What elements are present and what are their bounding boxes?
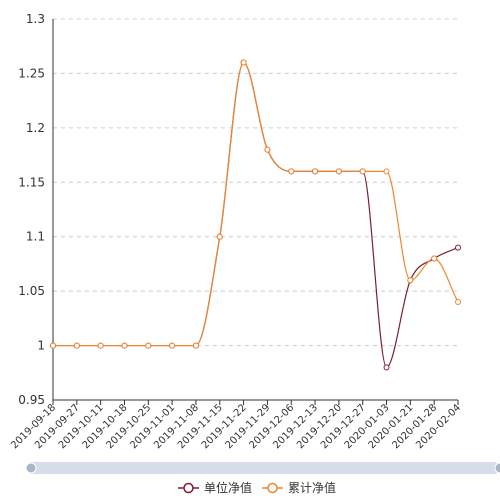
data-point-cumulative-nav[interactable]: [121, 342, 128, 349]
legend-item-unit-nav[interactable]: 单位净值: [178, 480, 252, 495]
data-zoom-slider[interactable]: [25, 462, 500, 474]
y-tick-label: 1.25: [18, 66, 45, 80]
data-point-cumulative-nav[interactable]: [240, 59, 247, 66]
data-point-cumulative-nav[interactable]: [264, 146, 271, 153]
data-point-cumulative-nav[interactable]: [192, 342, 199, 349]
axes: [52, 19, 459, 405]
data-point-cumulative-nav[interactable]: [288, 168, 295, 175]
series-lines: [53, 61, 459, 368]
legend-marker-unit-nav: [183, 482, 194, 494]
y-tick-label: 1.2: [26, 121, 45, 135]
y-tick-label: 1.15: [18, 175, 45, 189]
data-point-unit-nav[interactable]: [383, 364, 390, 371]
y-tick-labels: 0.95 1 1.05 1.1 1.15 1.2 1.25 1.3: [18, 12, 45, 407]
data-points: [50, 59, 461, 371]
data-point-cumulative-nav[interactable]: [359, 168, 366, 175]
y-tick-label: 1.3: [26, 12, 45, 26]
data-point-cumulative-nav[interactable]: [216, 233, 223, 240]
y-tick-label: 1.1: [26, 230, 45, 244]
data-point-cumulative-nav[interactable]: [383, 168, 390, 175]
data-zoom-track[interactable]: [26, 462, 500, 474]
data-point-cumulative-nav[interactable]: [169, 342, 176, 349]
data-point-cumulative-nav[interactable]: [312, 168, 319, 175]
legend-item-cumulative-nav[interactable]: 累计净值: [262, 480, 336, 495]
grid-lines: [53, 18, 458, 347]
data-point-cumulative-nav[interactable]: [145, 342, 152, 349]
data-zoom-right-handle[interactable]: [494, 462, 500, 474]
data-point-cumulative-nav[interactable]: [431, 255, 438, 262]
data-point-cumulative-nav[interactable]: [455, 299, 461, 306]
data-point-cumulative-nav[interactable]: [73, 342, 80, 349]
data-point-cumulative-nav[interactable]: [407, 277, 414, 284]
data-point-cumulative-nav[interactable]: [97, 342, 104, 349]
y-tick-label: 1.05: [18, 284, 45, 298]
y-tick-label: 0.95: [18, 393, 45, 407]
data-zoom-left-handle[interactable]: [25, 462, 37, 474]
data-point-unit-nav[interactable]: [455, 244, 461, 251]
legend: 单位净值 累计净值: [178, 480, 336, 495]
y-tick-label: 1: [37, 339, 45, 353]
legend-marker-cumulative-nav: [267, 482, 278, 494]
data-point-cumulative-nav[interactable]: [50, 342, 56, 349]
legend-label-unit-nav: 单位净值: [204, 480, 252, 495]
data-point-cumulative-nav[interactable]: [335, 168, 342, 175]
series-line-cumulative-nav: [53, 61, 459, 347]
x-tick-labels: 2019-09-182019-09-272019-10-112019-10-18…: [9, 402, 463, 451]
legend-label-cumulative-nav: 累计净值: [288, 480, 336, 495]
